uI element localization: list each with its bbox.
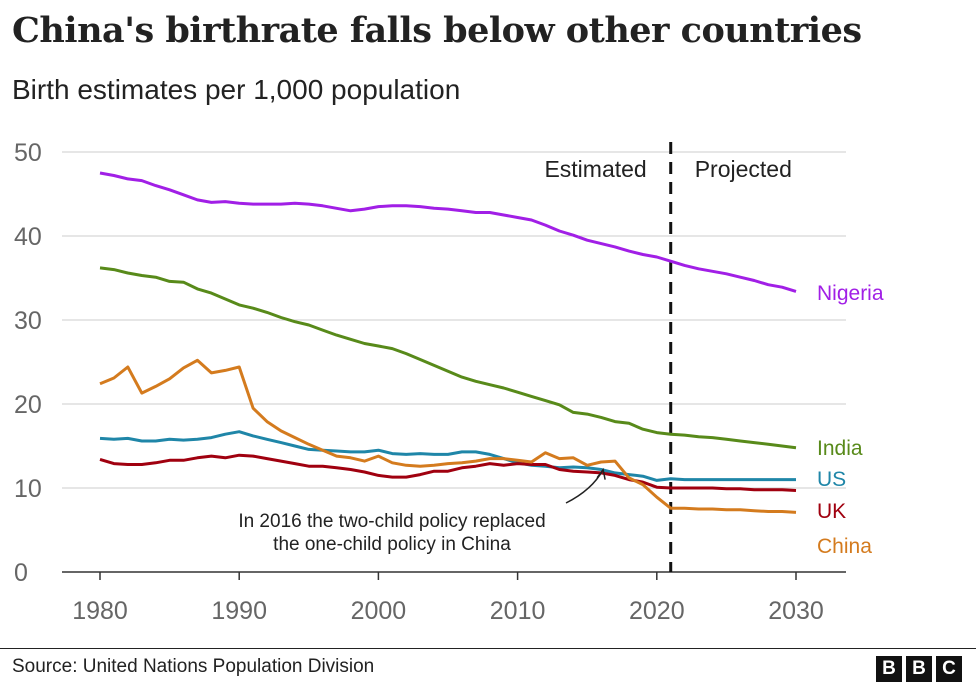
y-tick-label: 0 [14, 559, 28, 587]
series-line-india [99, 266, 797, 450]
annotation-text-line1: In 2016 the two-child policy replaced [238, 511, 545, 532]
chart-subtitle: Birth estimates per 1,000 population [12, 74, 461, 105]
annotation-text-line2: the one-child policy in China [273, 534, 511, 555]
annotation-arrow [565, 469, 604, 504]
x-tick-label: 2010 [490, 597, 546, 625]
x-tick-label: 2030 [768, 597, 824, 625]
x-tick-label: 1990 [211, 597, 267, 625]
series-label-india: India [817, 437, 863, 460]
bbc-logo-b2: B [906, 656, 932, 682]
series-label-china: China [817, 535, 872, 558]
series-line-uk [99, 453, 797, 492]
series-line-nigeria [99, 171, 797, 293]
y-tick-label: 10 [14, 475, 42, 503]
projected-label: Projected [695, 156, 792, 182]
footer-divider [0, 648, 976, 649]
chart-title: China's birthrate falls below other coun… [12, 10, 862, 51]
source-note: Source: United Nations Population Divisi… [12, 656, 375, 677]
series-label-nigeria: Nigeria [817, 282, 884, 305]
bbc-logo-c: C [936, 656, 962, 682]
x-tick-label: 1980 [72, 597, 128, 625]
x-tick-label: 2000 [351, 597, 407, 625]
series-label-uk: UK [817, 500, 846, 523]
y-tick-label: 50 [14, 139, 42, 167]
series-label-us: US [817, 468, 846, 491]
x-tick-label: 2020 [629, 597, 685, 625]
annotation-arrowhead [596, 467, 606, 480]
bbc-logo: B B C [876, 656, 962, 682]
y-tick-label: 30 [14, 307, 42, 335]
y-tick-label: 20 [14, 391, 42, 419]
series-line-us [99, 430, 796, 482]
bbc-logo-b1: B [876, 656, 902, 682]
y-tick-label: 40 [14, 223, 42, 251]
series-line-china [99, 358, 797, 514]
estimated-label: Estimated [544, 156, 646, 182]
